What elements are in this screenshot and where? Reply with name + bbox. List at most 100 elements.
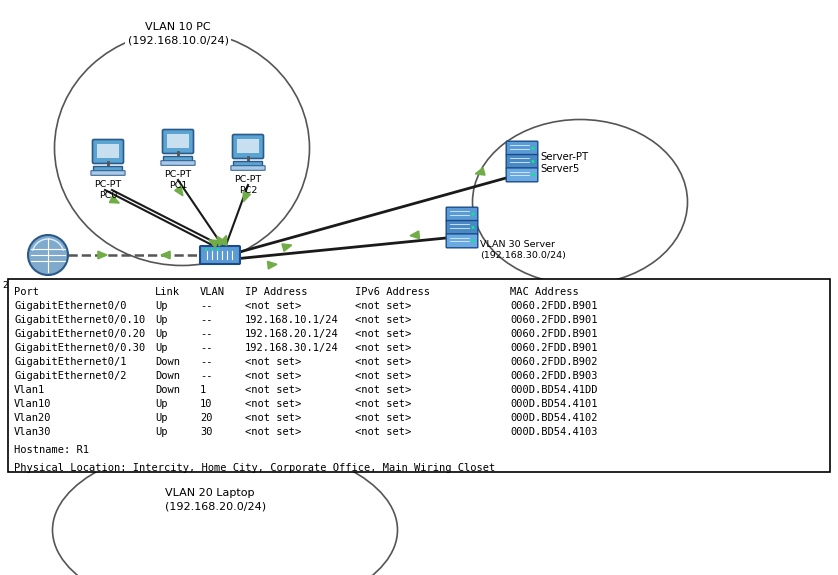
Text: 192.168.10.1/24: 192.168.10.1/24	[245, 315, 339, 325]
Circle shape	[204, 248, 207, 251]
Text: 0060.2FDD.B902: 0060.2FDD.B902	[510, 357, 597, 367]
Text: --: --	[200, 329, 213, 339]
Text: IP Address: IP Address	[245, 287, 308, 297]
Text: VLAN: VLAN	[200, 287, 225, 297]
Text: 0060.2FDD.B901: 0060.2FDD.B901	[510, 329, 597, 339]
Polygon shape	[243, 191, 251, 202]
FancyBboxPatch shape	[161, 160, 195, 165]
Text: Port: Port	[14, 287, 39, 297]
FancyBboxPatch shape	[94, 167, 122, 171]
Text: 0060.2FDD.B901: 0060.2FDD.B901	[510, 301, 597, 311]
Text: <not set>: <not set>	[245, 399, 301, 409]
Polygon shape	[98, 251, 107, 259]
Polygon shape	[209, 240, 219, 247]
Text: --: --	[200, 371, 213, 381]
Text: <not set>: <not set>	[355, 399, 411, 409]
Text: --: --	[200, 315, 213, 325]
Text: <not set>: <not set>	[245, 385, 301, 395]
Text: 000D.BD54.4103: 000D.BD54.4103	[510, 427, 597, 437]
FancyBboxPatch shape	[92, 140, 123, 163]
Text: Link: Link	[155, 287, 180, 297]
Text: <not set>: <not set>	[355, 329, 411, 339]
Circle shape	[472, 226, 474, 229]
Text: GigabitEthernet0/0.10: GigabitEthernet0/0.10	[14, 315, 145, 325]
Text: 192.168.20.1/24: 192.168.20.1/24	[245, 329, 339, 339]
Text: GigabitEthernet0/1: GigabitEthernet0/1	[14, 357, 127, 367]
Text: Up: Up	[155, 343, 168, 353]
Text: Down: Down	[155, 385, 180, 395]
FancyBboxPatch shape	[446, 207, 478, 221]
Text: Up: Up	[155, 413, 168, 423]
Polygon shape	[161, 251, 170, 259]
Polygon shape	[475, 168, 485, 175]
Text: Hostname: R1: Hostname: R1	[14, 445, 89, 455]
Circle shape	[472, 213, 474, 216]
Polygon shape	[267, 262, 277, 269]
Text: <not set>: <not set>	[245, 371, 301, 381]
Text: <not set>: <not set>	[355, 371, 411, 381]
Text: 2: 2	[3, 281, 8, 290]
Text: PC-PT
PC0: PC-PT PC0	[95, 180, 122, 200]
FancyBboxPatch shape	[232, 135, 263, 159]
Text: Up: Up	[155, 399, 168, 409]
FancyBboxPatch shape	[506, 141, 538, 155]
Text: <not set>: <not set>	[355, 427, 411, 437]
Text: Vlan1: Vlan1	[14, 385, 45, 395]
FancyBboxPatch shape	[163, 156, 193, 162]
Polygon shape	[217, 236, 225, 246]
Circle shape	[217, 248, 220, 251]
FancyBboxPatch shape	[506, 155, 538, 168]
Text: <not set>: <not set>	[355, 301, 411, 311]
FancyBboxPatch shape	[200, 246, 240, 264]
Circle shape	[531, 147, 535, 150]
Text: 20: 20	[200, 413, 213, 423]
FancyBboxPatch shape	[97, 144, 119, 158]
Text: 1: 1	[200, 385, 206, 395]
FancyBboxPatch shape	[446, 234, 478, 248]
Text: Down: Down	[155, 371, 180, 381]
FancyBboxPatch shape	[237, 139, 259, 153]
Text: Physical Location: Intercity, Home City, Corporate Office, Main Wiring Closet: Physical Location: Intercity, Home City,…	[14, 463, 495, 473]
Text: PC-PT
PC1: PC-PT PC1	[164, 170, 192, 190]
FancyBboxPatch shape	[167, 134, 189, 148]
Text: 10: 10	[200, 399, 213, 409]
Text: VLAN 10 PC
(192.168.10.0/24): VLAN 10 PC (192.168.10.0/24)	[127, 22, 229, 45]
Text: 0060.2FDD.B901: 0060.2FDD.B901	[510, 315, 597, 325]
Text: <not set>: <not set>	[355, 315, 411, 325]
Text: PC-PT
PC2: PC-PT PC2	[235, 175, 261, 195]
Text: 000D.BD54.41DD: 000D.BD54.41DD	[510, 385, 597, 395]
FancyBboxPatch shape	[163, 129, 194, 154]
Text: VLAN 20 Laptop
(192.168.20.0/24): VLAN 20 Laptop (192.168.20.0/24)	[165, 488, 266, 511]
Text: --: --	[200, 343, 213, 353]
Circle shape	[28, 235, 68, 275]
FancyBboxPatch shape	[231, 166, 265, 170]
Text: 000D.BD54.4101: 000D.BD54.4101	[510, 399, 597, 409]
Text: Up: Up	[155, 315, 168, 325]
Text: <not set>: <not set>	[355, 357, 411, 367]
Text: GigabitEthernet0/0.20: GigabitEthernet0/0.20	[14, 329, 145, 339]
Text: <not set>: <not set>	[355, 413, 411, 423]
Text: 0060.2FDD.B903: 0060.2FDD.B903	[510, 371, 597, 381]
Text: GigabitEthernet0/2: GigabitEthernet0/2	[14, 371, 127, 381]
Text: Up: Up	[155, 329, 168, 339]
Circle shape	[531, 173, 535, 177]
Circle shape	[531, 160, 535, 163]
Text: --: --	[200, 301, 213, 311]
Text: <not set>: <not set>	[355, 385, 411, 395]
Text: Vlan20: Vlan20	[14, 413, 51, 423]
Text: <not set>: <not set>	[245, 301, 301, 311]
Text: Vlan10: Vlan10	[14, 399, 51, 409]
FancyBboxPatch shape	[8, 279, 830, 472]
Circle shape	[472, 239, 474, 242]
FancyBboxPatch shape	[446, 221, 478, 235]
Polygon shape	[110, 196, 119, 203]
Text: <not set>: <not set>	[245, 357, 301, 367]
Text: VLAN 30 Server
(192.168.30.0/24): VLAN 30 Server (192.168.30.0/24)	[480, 240, 566, 260]
Text: 30: 30	[200, 427, 213, 437]
FancyBboxPatch shape	[234, 162, 262, 167]
Text: <not set>: <not set>	[245, 427, 301, 437]
Text: 0060.2FDD.B901: 0060.2FDD.B901	[510, 343, 597, 353]
Text: --: --	[200, 357, 213, 367]
FancyBboxPatch shape	[91, 171, 125, 175]
Text: <not set>: <not set>	[355, 343, 411, 353]
